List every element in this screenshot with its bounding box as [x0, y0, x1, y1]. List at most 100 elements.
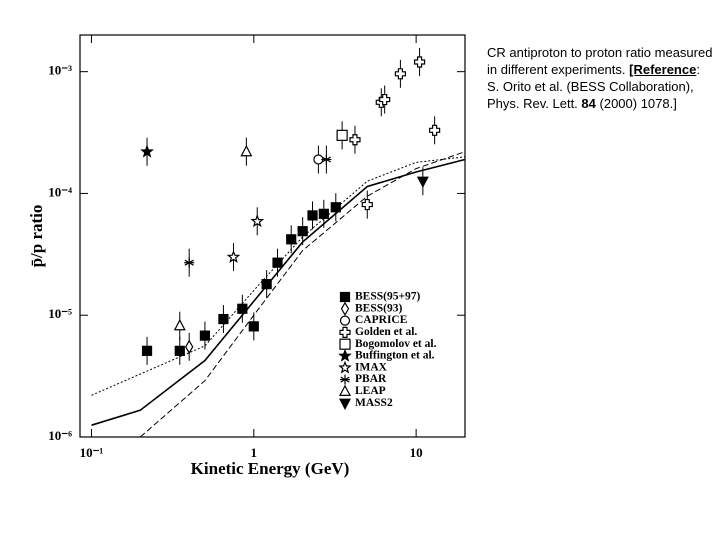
legend-label: Buffington et al. — [355, 350, 435, 362]
marker-part — [240, 144, 253, 157]
marker — [250, 214, 265, 228]
chart: Kinetic Energy (GeV) p̄/p ratio 10⁻¹ 1 10 1… — [27, 34, 466, 478]
marker-part — [174, 345, 185, 356]
legend-label: BESS(93) — [355, 302, 402, 314]
legend-label: BESS(95+97) — [355, 291, 421, 303]
marker-part — [339, 398, 351, 410]
marker — [379, 93, 391, 106]
marker-part — [339, 338, 351, 350]
marker-part — [338, 360, 352, 374]
marker-part — [237, 303, 248, 314]
y-tick-label: 10⁻⁴ — [48, 184, 72, 199]
marker — [141, 345, 153, 356]
marker — [261, 279, 272, 290]
marker — [272, 257, 283, 268]
y-tick-label: 10⁻⁶ — [48, 428, 72, 443]
marker-part — [218, 313, 229, 325]
marker-part — [250, 214, 265, 228]
plot-frame — [79, 34, 466, 438]
marker-part — [349, 134, 361, 146]
caption-intro: CR antiproton to proton ratio measured i… — [487, 45, 713, 77]
reference-label: [Reference — [629, 62, 697, 77]
marker — [330, 202, 341, 213]
marker-part — [339, 315, 351, 326]
marker-part — [338, 348, 352, 362]
marker — [240, 144, 253, 157]
caption: CR antiproton to proton ratio measured i… — [487, 44, 713, 112]
marker — [140, 144, 154, 158]
marker — [286, 234, 297, 245]
marker — [199, 330, 211, 341]
marker — [297, 226, 308, 237]
marker-part — [318, 208, 329, 219]
reference-text: : S. Orito et al. (BESS Collaboration), … — [487, 62, 700, 111]
legend-marker — [339, 384, 351, 396]
x-tick-label: 10⁻¹ — [80, 445, 104, 460]
marker-part — [429, 124, 441, 136]
marker — [218, 313, 229, 325]
marker — [174, 345, 185, 356]
model-curve — [91, 158, 466, 426]
marker-part — [340, 301, 350, 316]
marker-part — [416, 176, 429, 189]
marker — [413, 56, 426, 68]
marker-part — [336, 129, 348, 141]
marker — [173, 318, 186, 331]
marker-part — [307, 210, 318, 221]
legend-marker — [339, 291, 351, 303]
legend-label: LEAP — [355, 385, 386, 397]
marker — [416, 176, 429, 189]
legend-marker — [339, 315, 351, 326]
marker — [248, 321, 259, 332]
marker — [394, 68, 406, 80]
marker-part — [413, 56, 426, 68]
x-axis-label: Kinetic Energy (GeV) — [191, 459, 350, 478]
legend-marker — [339, 398, 351, 410]
y-tick-label: 10⁻⁵ — [48, 306, 72, 321]
legend-label: MASS2 — [355, 397, 393, 409]
marker-part — [339, 326, 351, 338]
marker — [184, 257, 195, 268]
marker — [361, 198, 373, 211]
legend-marker — [339, 326, 351, 338]
marker-part — [272, 257, 283, 268]
legend-label: Golden et al. — [355, 326, 417, 338]
x-tick-label: 10 — [410, 445, 423, 460]
legend-label: IMAX — [355, 361, 388, 373]
marker-part — [330, 202, 341, 213]
marker — [184, 339, 194, 355]
marker-part — [184, 339, 194, 355]
marker-part — [261, 279, 272, 290]
marker — [336, 129, 348, 141]
legend-marker — [338, 360, 352, 374]
marker-part — [141, 345, 153, 356]
marker-part — [286, 234, 297, 245]
y-axis-label: p̄/p ratio — [27, 205, 46, 268]
legend-marker — [338, 348, 352, 362]
reference-end: (2000) 1078.] — [599, 96, 677, 111]
marker-part — [339, 384, 351, 396]
marker-part — [140, 144, 154, 158]
marker — [237, 303, 248, 314]
y-tick-label: 10⁻³ — [48, 63, 72, 78]
marker-part — [297, 226, 308, 237]
marker-part — [361, 198, 373, 211]
marker-part — [379, 93, 391, 106]
marker — [349, 134, 361, 146]
marker-part — [226, 249, 241, 264]
marker — [307, 210, 318, 221]
marker-part — [339, 291, 351, 303]
marker — [321, 154, 332, 165]
marker — [318, 208, 329, 219]
marker-part — [199, 330, 211, 341]
reference-volume: 84 — [581, 96, 596, 111]
legend-label: CAPRICE — [355, 314, 408, 326]
legend-marker — [340, 301, 350, 316]
legend-label: Bogomolov et al. — [355, 338, 437, 350]
marker-part — [173, 318, 186, 331]
marker — [226, 249, 241, 264]
marker — [429, 124, 441, 136]
marker-part — [394, 68, 406, 80]
marker-part — [248, 321, 259, 332]
